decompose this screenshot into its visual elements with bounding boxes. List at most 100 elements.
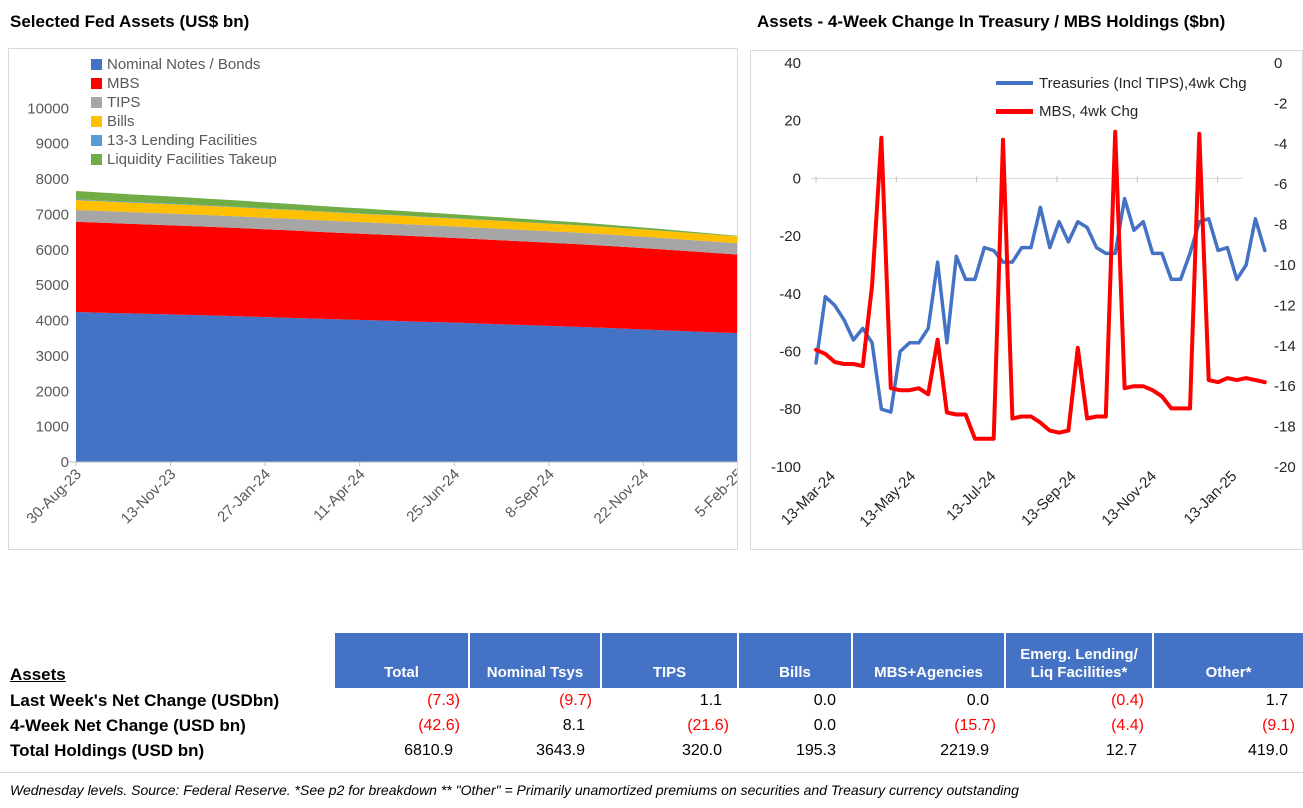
left-chart-legend: Nominal Notes / Bonds MBS TIPS Bills 13-3 Le… [91, 55, 277, 169]
value-cell-bills: 195.3 [795, 741, 836, 759]
area-series-tips [76, 210, 737, 255]
left-chart-y-tick-label: 4000 [36, 313, 69, 330]
left-chart-x-tick-label: 5-Feb-25 [692, 466, 737, 521]
value-cell-tips: (21.6) [687, 716, 729, 734]
legend-item-13-3-lending-facilities: 13-3 Lending Facilities [91, 131, 277, 150]
right-chart-right-y-tick-label: -16 [1274, 378, 1296, 395]
table-row-header-title: Assets [0, 633, 335, 688]
legend-item-liquidity-facilities-takeup: Liquidity Facilities Takeup [91, 150, 277, 169]
left-chart-y-tick-label: 5000 [36, 277, 69, 294]
legend-item-bills: Bills [91, 112, 277, 131]
right-chart-right-y-tick-label: -14 [1274, 338, 1296, 355]
area-series-bills [76, 200, 737, 244]
right-chart-left-y-tick-label: 0 [793, 170, 801, 187]
right-chart-left-y-tick-label: 20 [784, 113, 801, 130]
column-header-total: Total [335, 633, 468, 688]
right-chart: 40 20 0 -20 -40 -60 -80 -100 0 -2 -4 -6 -8 -10 -12 -14 -… [750, 50, 1303, 550]
legend-item-treasuries-incl-tips-4wk-chg: Treasuries (Incl TIPS),4wk Chg [996, 69, 1247, 97]
row-label-last-week-s-net-change-usdbn: Last Week's Net Change (USDbn) [10, 690, 280, 710]
value-cell-other: (9.1) [1262, 716, 1295, 734]
legend-label: Bills [107, 113, 135, 130]
left-chart-y-tick-label: 2000 [36, 383, 69, 400]
line-series-mbs-4wk-chg [814, 129, 1267, 441]
right-chart-legend: Treasuries (Incl TIPS),4wk Chg MBS, 4wk C… [996, 69, 1247, 125]
right-chart-right-y-tick-label: -10 [1274, 257, 1296, 274]
tips-swatch-icon [91, 97, 102, 108]
assets-table: Assets Total Nominal Tsys TIPS Bills MBS+Agen… [0, 633, 1303, 763]
left-chart-y-tick-label: 8000 [36, 171, 69, 188]
right-chart-left-y-tick-label: -40 [779, 286, 801, 303]
value-cell-tips: 320.0 [681, 741, 722, 759]
left-chart-y-tick-label: 9000 [36, 136, 69, 153]
value-cell-bills: 0.0 [813, 691, 836, 709]
legend-item-mbs-4wk-chg: MBS, 4wk Chg [996, 97, 1247, 125]
left-chart-x-tick-label: 25-Jun-24 [403, 466, 463, 526]
value-cell-emerg-lending-liq-facilities: (0.4) [1111, 691, 1144, 709]
legend-label: 13-3 Lending Facilities [107, 132, 258, 149]
right-chart-left-y-tick-label: -100 [771, 459, 801, 476]
left-chart-x-tick-label: 11-Apr-24 [310, 466, 368, 524]
legend-label: Nominal Notes / Bonds [107, 56, 261, 73]
right-chart-x-tick-label: 13-Sep-24 [1018, 468, 1080, 530]
left-chart-x-tick-label: 13-Nov-23 [118, 466, 180, 528]
left-chart-x-tick-label: 27-Jan-24 [214, 466, 274, 526]
value-cell-other: 419.0 [1247, 741, 1288, 759]
row-label-4-week-net-change-usd-bn: 4-Week Net Change (USD bn) [10, 715, 246, 735]
right-chart-x-tick-label: 13-May-24 [856, 468, 919, 531]
mbs-4wk-chg-line-swatch-icon [996, 108, 1033, 114]
column-header-bills: Bills [737, 633, 851, 688]
left-chart-y-tick-label: 3000 [36, 348, 69, 365]
right-chart-x-tick-label: 13-Mar-24 [778, 468, 839, 529]
right-chart-left-y-tick-label: -60 [779, 344, 801, 361]
left-chart-plot: 0 1000 2000 3000 4000 5000 6000 7000 8000 9000 100… [23, 100, 737, 528]
value-cell-total: (7.3) [427, 691, 460, 709]
right-chart-title: Assets - 4-Week Change In Treasury / MBS… [757, 12, 1226, 31]
value-cell-other: 1.7 [1265, 691, 1288, 709]
line-series-treasuries-incl-tips-4wk-chg [814, 196, 1267, 414]
column-header-mbs-agencies: MBS+Agencies [851, 633, 1004, 688]
legend-label: Treasuries (Incl TIPS),4wk Chg [1039, 74, 1247, 92]
right-chart-plot: 40 20 0 -20 -40 -60 -80 -100 0 -2 -4 -6 -8 -10 -12 -14 -… [771, 55, 1296, 531]
legend-item-mbs: MBS [91, 74, 277, 93]
left-chart-y-tick-label: 7000 [36, 206, 69, 223]
value-cell-mbs-agencies: (15.7) [954, 716, 996, 734]
footnote: Wednesday levels. Source: Federal Reserv… [0, 772, 1303, 798]
right-chart-left-y-tick-label: -80 [779, 401, 801, 418]
legend-label: Liquidity Facilities Takeup [107, 151, 277, 168]
liquidity-facilities-takeup-swatch-icon [91, 154, 102, 165]
value-cell-bills: 0.0 [813, 716, 836, 734]
left-chart-y-tick-label: 1000 [36, 419, 69, 436]
right-chart-right-y-tick-label: -4 [1274, 136, 1287, 153]
left-chart-title: Selected Fed Assets (US$ bn) [10, 12, 250, 31]
assets-title-text: Assets [10, 665, 66, 684]
right-chart-right-y-tick-label: -2 [1274, 95, 1287, 112]
left-chart-x-tick-label: 8-Sep-24 [502, 466, 558, 522]
area-series-nominal-notes-bonds [76, 312, 737, 462]
right-chart-right-y-tick-label: 0 [1274, 55, 1282, 72]
left-chart-y-tick-label: 0 [61, 454, 69, 471]
value-cell-emerg-lending-liq-facilities: (4.4) [1111, 716, 1144, 734]
column-header-emerg-lending-liq-facilities: Emerg. Lending/ Liq Facilities* [1004, 633, 1152, 688]
legend-label: MBS, 4wk Chg [1039, 102, 1139, 120]
right-chart-x-tick-label: 13-Nov-24 [1098, 468, 1160, 530]
value-cell-total: (42.6) [418, 716, 460, 734]
right-chart-right-y-tick-label: -8 [1274, 217, 1287, 234]
right-chart-x-tick-label: 13-Jul-24 [943, 468, 999, 524]
area-series-mbs [76, 221, 737, 334]
right-chart-left-y-tick-label: -20 [779, 228, 801, 245]
area-series-13-3-lending-facilities [76, 199, 737, 237]
area-series-liquidity-facilities-takeup [76, 191, 737, 237]
column-header-nominal-tsys: Nominal Tsys [468, 633, 600, 688]
left-chart-x-tick-label: 30-Aug-23 [23, 466, 85, 528]
treasuries-incl-tips-4wk-chg-line-swatch-icon [996, 81, 1033, 85]
right-chart-left-y-tick-label: 40 [784, 55, 801, 72]
right-chart-right-y-tick-label: -6 [1274, 176, 1287, 193]
right-chart-x-tick-label: 13-Jan-25 [1181, 468, 1241, 528]
right-chart-right-y-tick-label: -18 [1274, 419, 1296, 436]
13-3-lending-facilities-swatch-icon [91, 135, 102, 146]
legend-item-tips: TIPS [91, 93, 277, 112]
right-chart-right-y-tick-label: -20 [1274, 459, 1296, 476]
bills-swatch-icon [91, 116, 102, 127]
left-chart-y-tick-label: 10000 [27, 100, 69, 117]
value-cell-nominal-tsys: 8.1 [562, 716, 585, 734]
